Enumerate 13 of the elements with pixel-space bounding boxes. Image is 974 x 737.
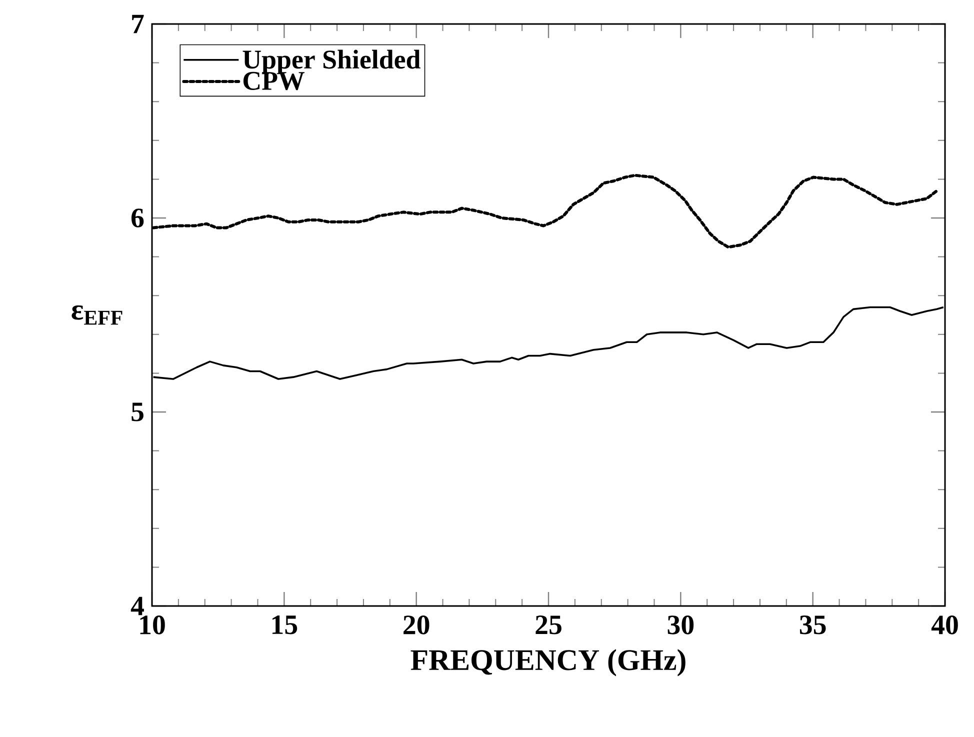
- y-tick-label: 6: [131, 208, 144, 228]
- x-tick-label: 40: [931, 616, 958, 634]
- y-tick-label: 7: [132, 14, 144, 34]
- y-axis-title: ε$_{EFF}$: [72, 305, 122, 325]
- x-tick-label: 35: [800, 616, 826, 634]
- y-tick-label: 4: [130, 596, 144, 616]
- x-tick-label: 25: [536, 616, 562, 634]
- x-tick-label: 10: [140, 616, 165, 634]
- x-axis-title: FREQUENCY (GHz): [410, 649, 686, 676]
- y-tick-label: 5: [132, 402, 144, 422]
- x-tick-label: 20: [404, 616, 430, 634]
- x-tick-label: 15: [272, 616, 298, 634]
- x-tick-label: 30: [668, 616, 694, 634]
